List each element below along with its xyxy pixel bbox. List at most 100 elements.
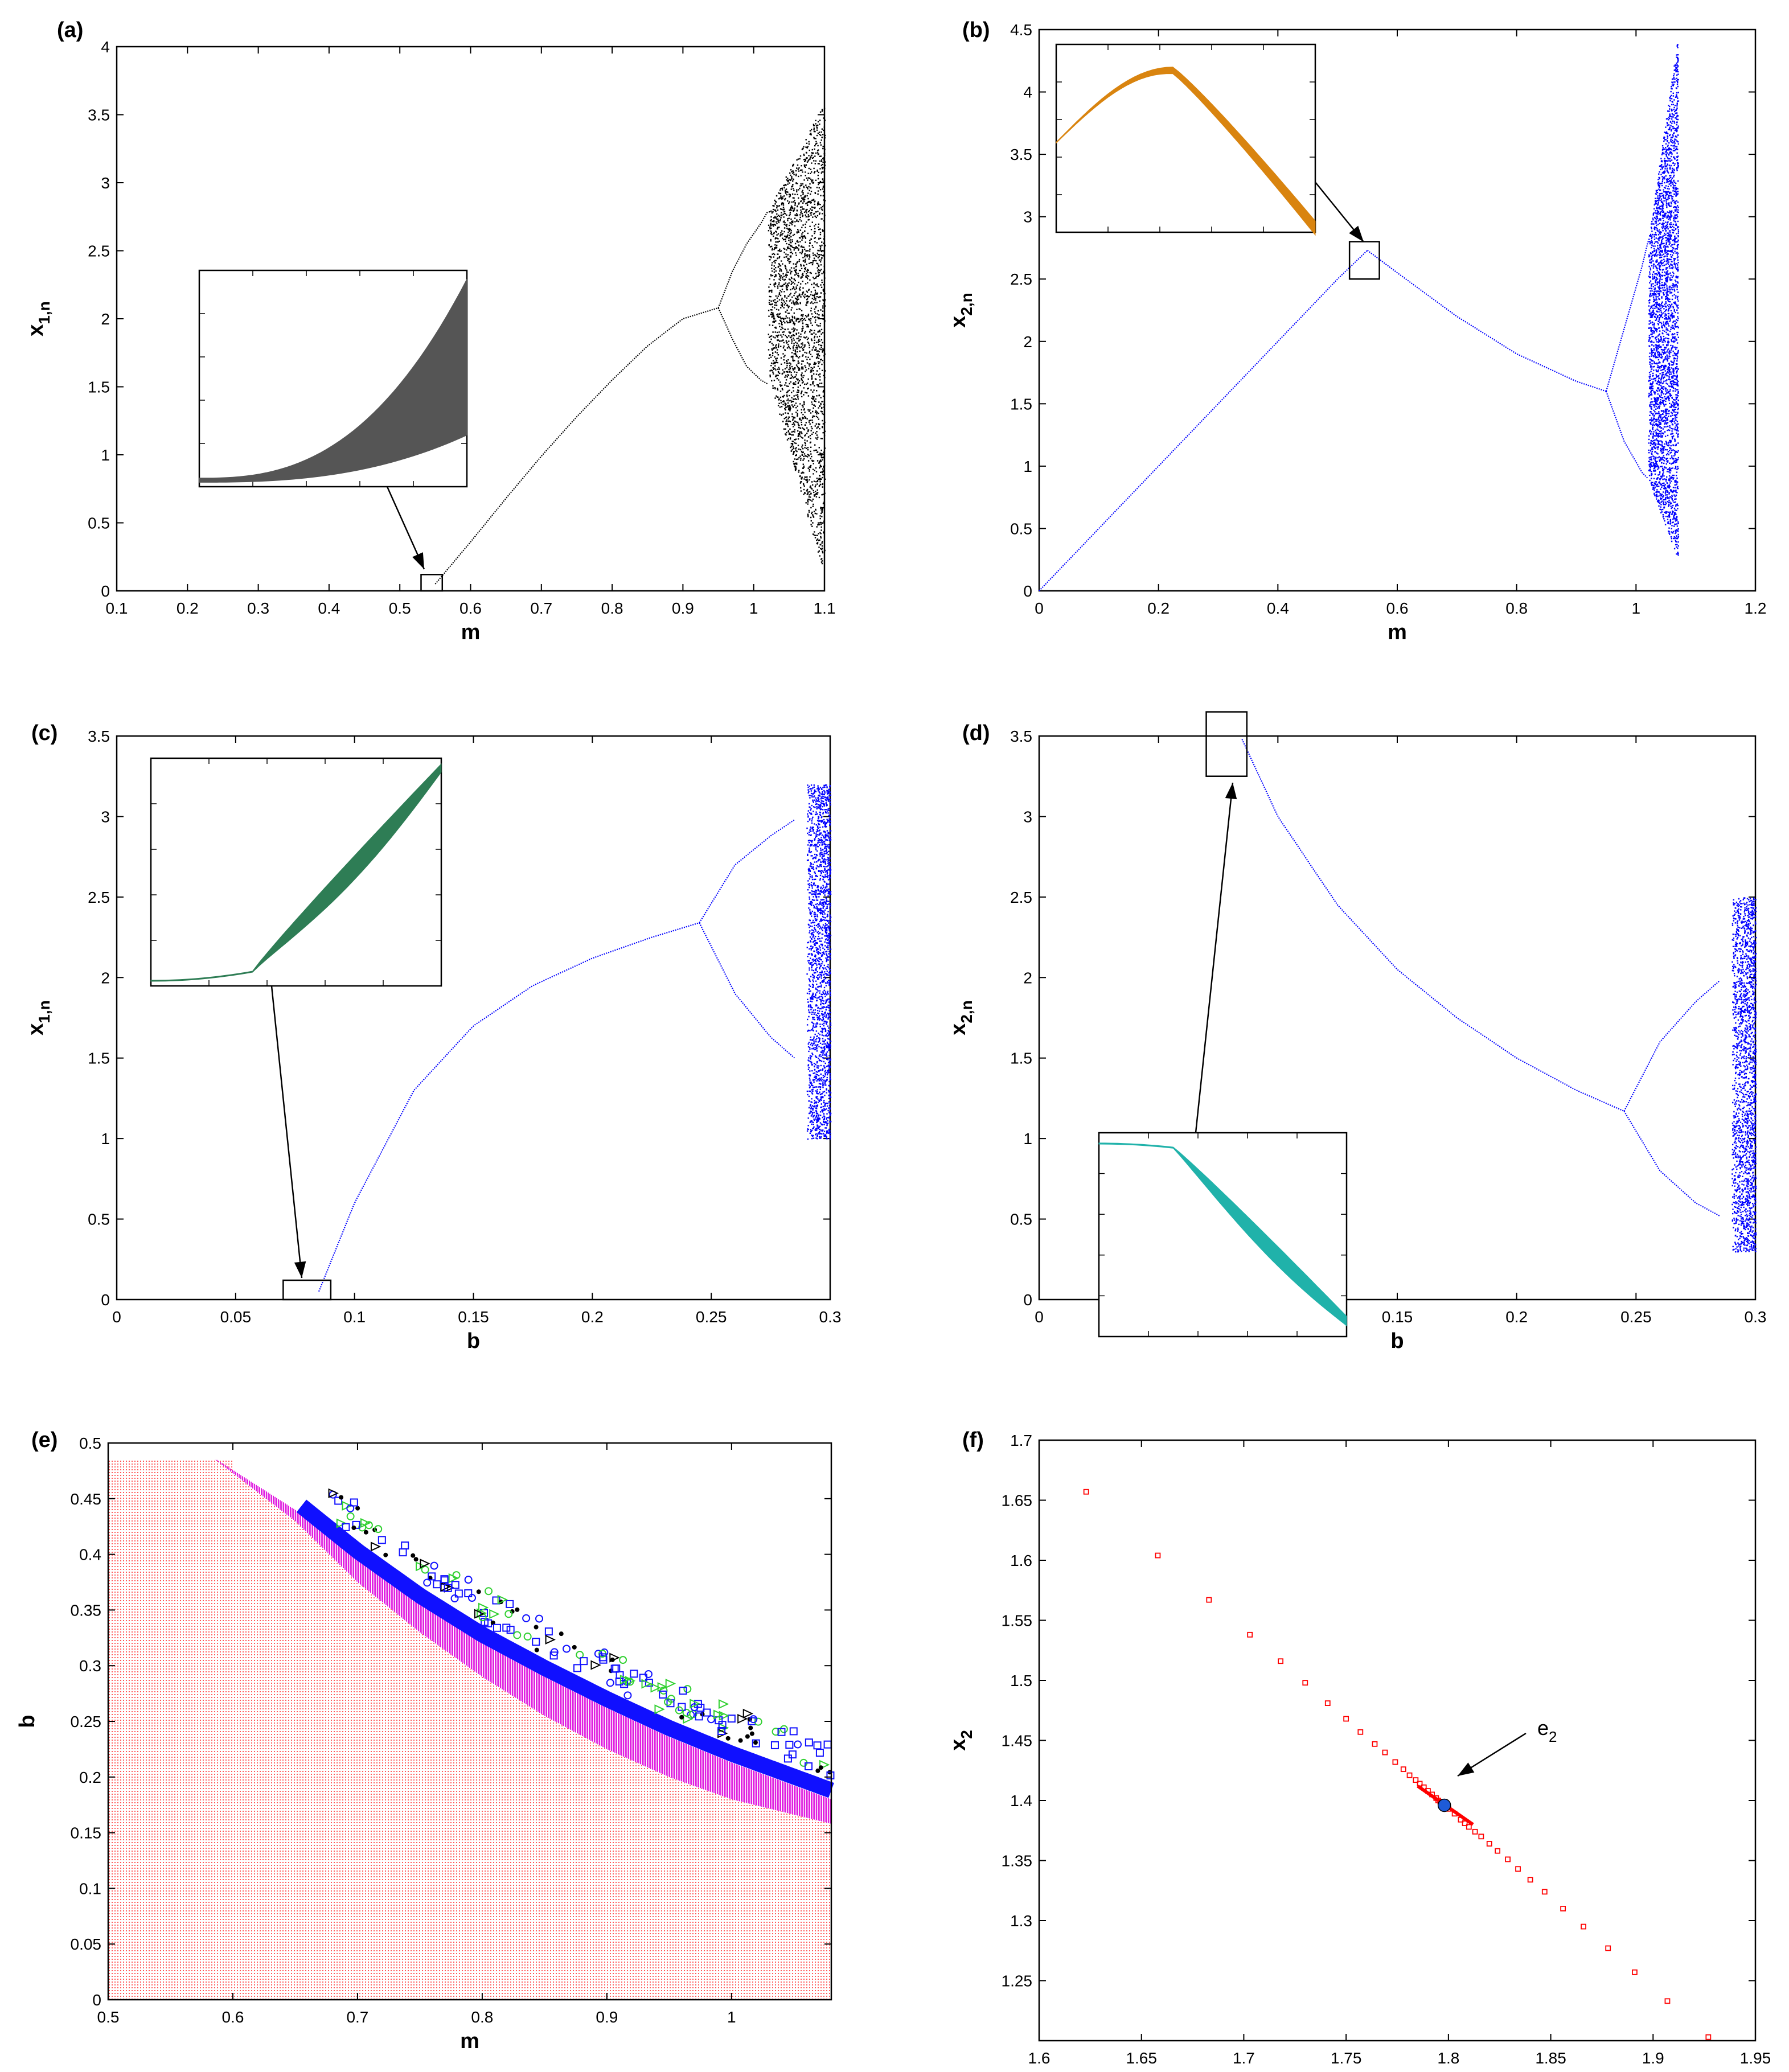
y-tick-label: 4 — [1023, 84, 1032, 101]
orbit-point — [1472, 1828, 1478, 1835]
orbit-point — [1392, 1759, 1398, 1765]
marker-dot — [476, 1589, 481, 1594]
orbit-point — [1357, 1729, 1364, 1735]
y-axis-label-sub: 2,n — [958, 1000, 975, 1023]
x-tick-label: 1.1 — [814, 599, 836, 617]
marker-dot — [610, 1657, 615, 1662]
orbit-point — [1632, 1969, 1638, 1975]
y-tick-label: 0 — [101, 1291, 110, 1309]
orbit-point — [1155, 1552, 1161, 1559]
marker-square — [433, 1580, 441, 1589]
marker-circle — [535, 1614, 543, 1623]
marker-dot — [572, 1645, 577, 1650]
y-axis-label: x2,n — [946, 293, 975, 328]
marker-square — [401, 1541, 409, 1550]
orbit-point — [1527, 1877, 1533, 1883]
orbit-point — [1324, 1700, 1331, 1706]
period-2-lower — [1623, 1111, 1720, 1216]
period-2-upper — [699, 819, 795, 923]
marker-square — [694, 1700, 702, 1708]
y-tick-label: 0.15 — [71, 1824, 102, 1842]
y-tick-label: 3.5 — [1010, 727, 1032, 745]
x-tick-label: 1.75 — [1331, 2049, 1362, 2067]
marker-circle — [485, 1587, 493, 1596]
marker-triangle — [474, 1609, 485, 1619]
marker-square — [659, 1690, 667, 1699]
y-tick-label: 0 — [1023, 582, 1032, 600]
marker-square — [770, 1741, 779, 1749]
y-tick-label: 2.5 — [1010, 889, 1032, 906]
marker-circle — [606, 1679, 614, 1687]
y-tick-label: 0.3 — [79, 1657, 101, 1675]
marker-circle — [793, 1740, 802, 1749]
x-tick-label: 0.2 — [177, 599, 199, 617]
marker-dot — [818, 1765, 823, 1770]
period-2-upper — [1623, 980, 1720, 1112]
x-tick-label: 1.2 — [1745, 599, 1767, 617]
orbit-point — [1247, 1631, 1253, 1638]
marker-triangle — [650, 1683, 661, 1693]
panel-a: 0.1 0.2 0.3 0.4 0.5 0.6 0.7 0.8 0.9 1 1.1 0 0.5 1 1.5 2… — [24, 18, 835, 644]
panel-label: (a) — [57, 18, 83, 42]
x-tick-label: 0.5 — [389, 599, 411, 617]
panel-label: (d) — [962, 721, 990, 745]
marker-triangle — [654, 1704, 665, 1715]
marker-triangle — [545, 1634, 556, 1645]
marker-circle — [563, 1645, 571, 1653]
marker-triangle — [370, 1541, 381, 1552]
zoom-arrowhead — [294, 1261, 306, 1278]
marker-square — [342, 1523, 350, 1531]
inset-b-frame — [1055, 43, 1316, 233]
y-tick-label: 2.5 — [88, 889, 110, 906]
panel-f: 1.6 1.65 1.7 1.75 1.8 1.85 1.9 1.95 1.25 1.3 1.35 1… — [946, 1428, 1771, 2072]
x-tick-label: 0.25 — [1620, 1308, 1652, 1326]
marker-triangle — [478, 1602, 489, 1613]
x-axis-label: m — [1388, 620, 1407, 644]
orbit-point — [1541, 1889, 1548, 1895]
marker-circle — [749, 1715, 758, 1724]
marker-square — [789, 1727, 798, 1736]
y-tick-label: 0.4 — [79, 1546, 101, 1564]
marker-square — [481, 1618, 489, 1626]
zoom-region-box — [420, 574, 444, 592]
y-axis-label: b — [15, 1715, 39, 1728]
marker-square — [428, 1572, 436, 1581]
marker-circle — [772, 1728, 780, 1736]
x-tick-label: 0.5 — [97, 2008, 120, 2026]
marker-circle — [346, 1512, 355, 1520]
magenta-band — [215, 1460, 831, 1824]
marker-dot — [559, 1631, 564, 1637]
marker-square — [815, 1749, 824, 1757]
y-axis-label-sub: 2 — [958, 1730, 975, 1739]
x-tick-label: 1 — [1632, 599, 1641, 617]
y-tick-label: 3.5 — [88, 106, 110, 124]
x-tick-label: 0.25 — [696, 1308, 727, 1326]
fixed-point-label: e2 — [1537, 1716, 1557, 1745]
x-tick-label: 0.6 — [1386, 599, 1409, 617]
fixed-point-branch — [318, 922, 700, 1292]
y-tick-label: 1.55 — [1002, 1612, 1033, 1630]
panel-label: (f) — [962, 1428, 984, 1452]
orbit-point — [1400, 1766, 1406, 1773]
marker-triangle — [619, 1675, 631, 1685]
marker-triangle — [683, 1714, 694, 1724]
x-axis-label: m — [460, 2029, 479, 2053]
marker-dot — [413, 1557, 418, 1562]
orbit-point — [1372, 1741, 1378, 1747]
marker-dot — [748, 1725, 753, 1730]
y-tick-label: 1 — [1023, 458, 1032, 475]
x-tick-label: 0.1 — [106, 599, 128, 617]
marker-square — [717, 1726, 726, 1735]
marker-dot — [339, 1495, 344, 1500]
y-tick-label: 1.5 — [88, 379, 110, 396]
y-tick-label: 1.3 — [1010, 1912, 1032, 1930]
orbit-point — [1664, 1998, 1671, 2004]
marker-square — [334, 1497, 343, 1505]
x-tick-label: 0.3 — [1745, 1308, 1767, 1326]
marker-square — [616, 1671, 624, 1679]
y-tick-label: 3.5 — [88, 727, 110, 745]
y-tick-label: 0.25 — [71, 1713, 102, 1730]
orbit-point — [1206, 1597, 1212, 1603]
panel-label: (c) — [31, 721, 58, 745]
